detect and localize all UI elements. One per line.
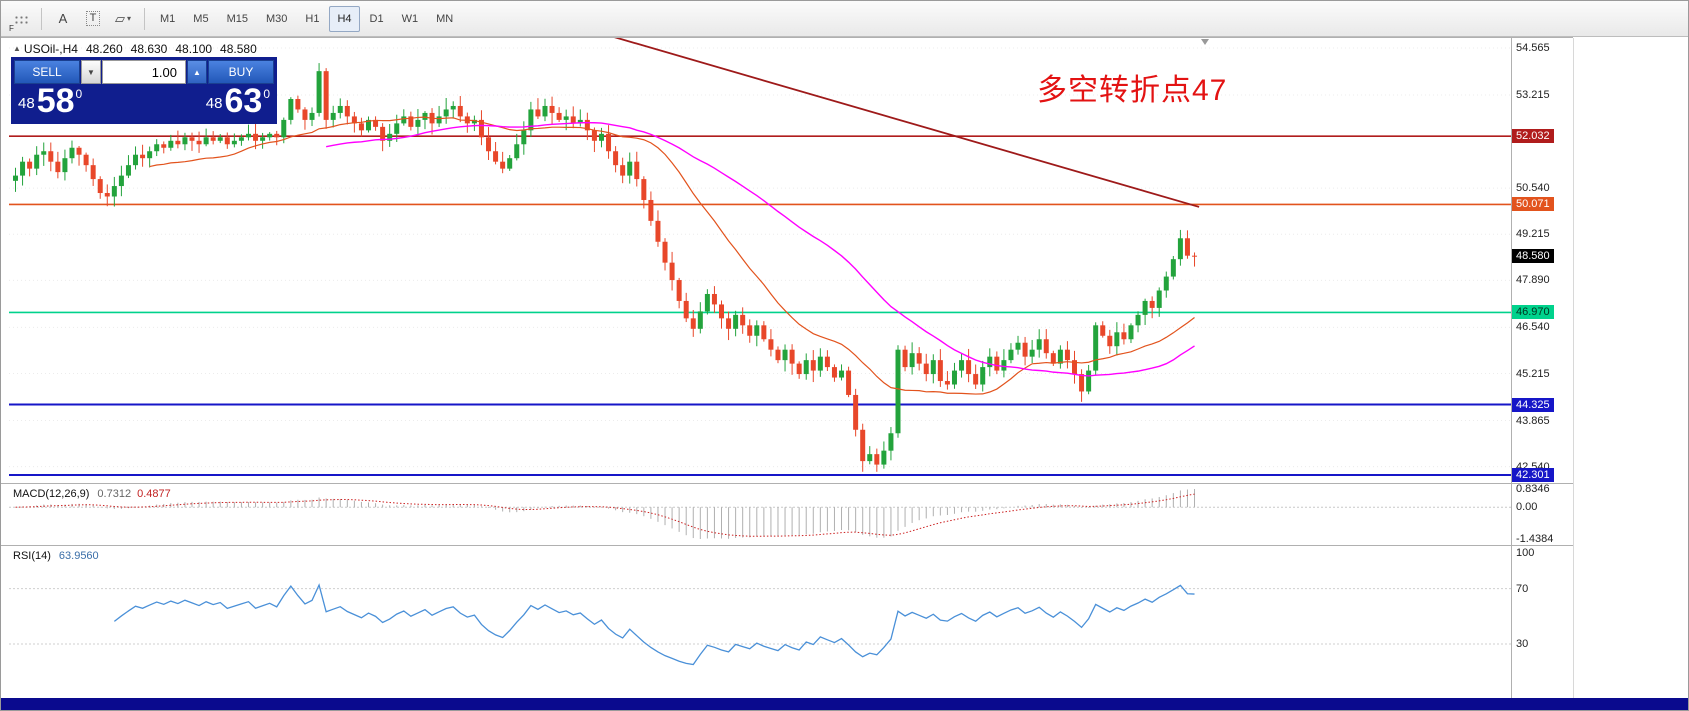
toolbar-separator <box>144 7 145 30</box>
volume-increase-button[interactable]: ▲ <box>187 60 207 84</box>
axis-tick-label: 0.8346 <box>1516 483 1550 495</box>
axis-tick-label: 45.215 <box>1516 367 1550 380</box>
axis-tick-label: -1.4384 <box>1516 533 1554 545</box>
axis-tick-label: 70 <box>1516 582 1529 595</box>
bottom-bar <box>1 698 1688 710</box>
axis-tick-label: 46.540 <box>1516 321 1550 334</box>
sell-price-int: 48 <box>18 94 35 112</box>
volume-dropdown[interactable]: ▼ <box>81 60 101 84</box>
ohlc-close: 48.580 <box>220 42 257 56</box>
buy-price[interactable]: 48 63 0 <box>205 82 270 120</box>
buy-button[interactable]: BUY <box>208 60 274 84</box>
price-badge: 48.580 <box>1512 249 1554 264</box>
buy-price-int: 48 <box>205 94 223 112</box>
grid-badge: F <box>9 23 14 33</box>
price-badge: 50.071 <box>1512 197 1554 212</box>
macd-name: MACD(12,26,9) <box>13 488 90 500</box>
symbol-icon: ▲ <box>13 44 21 53</box>
timeframe-w1[interactable]: W1 <box>401 12 419 25</box>
price-badge: 42.301 <box>1512 468 1554 482</box>
sell-price[interactable]: 48 58 0 <box>18 82 83 120</box>
chevron-down-icon: ▼ <box>87 67 95 77</box>
price-badge: 44.325 <box>1512 397 1554 412</box>
timeframe-h4[interactable]: H4 <box>329 5 360 32</box>
axis-tick-label: 43.865 <box>1516 414 1550 427</box>
buy-price-point: 0 <box>263 87 270 101</box>
axis-tick-label: 53.215 <box>1516 89 1550 101</box>
toolbar-separator <box>41 7 42 30</box>
axis-tick-label: 100 <box>1516 547 1535 559</box>
axis-tick-label: 50.540 <box>1516 182 1550 195</box>
axis-tick-label: 42.540 <box>1516 460 1550 473</box>
chart-title: ▲ USOil-,H4 48.260 48.630 48.100 48.580 <box>13 42 265 56</box>
grid-icon[interactable]: F <box>6 5 34 33</box>
macd-value-1: 0.7312 <box>97 488 132 500</box>
text-label-tool[interactable]: A <box>49 5 77 33</box>
timeframe-h1[interactable]: H1 <box>305 12 320 25</box>
axis-tick-label: 0.00 <box>1516 501 1538 514</box>
chevron-up-icon: ▲ <box>193 67 201 77</box>
axis-tick-label: 30 <box>1516 638 1529 651</box>
ohlc-high: 48.630 <box>130 42 168 56</box>
sell-price-point: 0 <box>75 87 83 101</box>
rsi-label: RSI(14) 63.9560 <box>13 550 99 562</box>
axis-tick-label: 47.890 <box>1516 274 1550 287</box>
timeframe-d1[interactable]: D1 <box>369 12 384 25</box>
shapes-tool[interactable]: ▱ ▾ <box>109 5 137 33</box>
timeframe-group: M1 M5 M15 M30 H1 H4 D1 W1 MN <box>151 5 462 32</box>
price-badge: 52.032 <box>1512 129 1554 144</box>
chart-annotation: 多空转折点47 <box>1037 74 1228 107</box>
text-icon: T <box>85 11 101 26</box>
buy-price-pips: 63 <box>224 82 263 120</box>
ohlc-low: 48.100 <box>175 42 213 56</box>
chart-shift-marker[interactable] <box>1201 39 1209 45</box>
timeframe-m30[interactable]: M30 <box>265 12 288 25</box>
macd-label: MACD(12,26,9) 0.7312 0.4877 <box>13 488 171 500</box>
ohlc-open: 48.260 <box>85 42 123 56</box>
chevron-down-icon: ▾ <box>126 14 131 23</box>
axis-tick-label: 49.215 <box>1516 228 1550 241</box>
toolbar: F A T ▱ ▾ M1 M5 M15 M30 H1 H4 D1 W1 MN <box>1 1 1688 37</box>
shapes-icon: ▱ <box>114 10 125 26</box>
timeframe-m15[interactable]: M15 <box>226 12 248 25</box>
rsi-name: RSI(14) <box>13 550 51 562</box>
dot-grid-icon <box>12 13 28 24</box>
macd-value-2: 0.4877 <box>137 488 171 500</box>
sell-price-pips: 58 <box>36 82 75 120</box>
sell-button[interactable]: SELL <box>14 60 80 84</box>
volume-input[interactable] <box>102 60 186 84</box>
price-badge: 46.970 <box>1512 305 1554 320</box>
axis-tick-label: 54.565 <box>1516 42 1550 54</box>
rsi-value: 63.9560 <box>58 550 99 562</box>
chart-symbol: USOil-,H4 <box>23 42 78 56</box>
text-label-icon: A <box>58 11 68 26</box>
timeframe-mn[interactable]: MN <box>436 12 454 25</box>
timeframe-m5[interactable]: M5 <box>193 12 209 25</box>
timeframe-m1[interactable]: M1 <box>160 12 176 25</box>
text-tool[interactable]: T <box>79 5 107 33</box>
